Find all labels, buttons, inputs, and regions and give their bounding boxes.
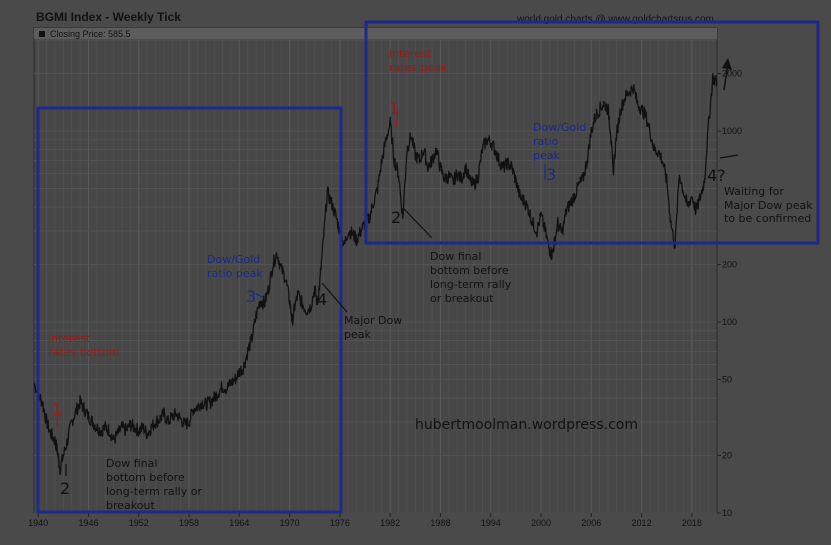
y-tick-label: 10 [722,508,732,518]
annotation-dow-gold-ratio-peak-left: Dow/Gold ratio peak [207,253,264,280]
annotation-interest-rates-peak: interest rates peak [389,47,448,74]
y-tick-label: 20 [722,451,732,461]
annotation-number-3-right: 3 [546,165,556,184]
x-tick-label: 1970 [280,518,300,528]
annotation-dow-gold-ratio-peak-right: Dow/Gold ratio peak [533,121,590,162]
arrow-2-right [402,207,433,239]
x-axis: 1940 1946 1952 1958 1964 1970 1976 1982 1988 1994… [28,513,702,528]
x-tick-label: 1940 [28,518,48,528]
highlight-box-1980s-2020s [364,20,820,245]
annotation-number-1-right: 1 [389,99,399,118]
x-tick-label: 1952 [129,518,149,528]
annotation-major-dow-peak: Major Dow peak [344,314,406,341]
arrowhead-current-up [722,58,732,70]
y-tick-label: 1000 [722,126,742,136]
arrow-1-left [56,409,59,427]
annotation-dow-final-bottom-right: Dow final bottom before long-term rally … [430,250,515,305]
y-tick-label: 100 [722,317,737,327]
arrow-1-right [395,109,399,129]
highlight-box-1940s-1970s [36,106,343,514]
x-tick-label: 1976 [330,518,350,528]
legend-swatch [39,31,45,37]
annotation-number-4q: 4? [707,166,726,185]
x-tick-label: 2006 [581,518,601,528]
arrow-4q [719,154,739,159]
annotation-waiting-for-dow-peak: Waiting for Major Dow peak to be confirm… [724,185,816,225]
y-tick-label: 200 [722,260,737,270]
legend-strip [34,28,717,39]
x-tick-label: 2012 [632,518,652,528]
annotation-number-2-right: 2 [391,208,401,227]
chart-source: world gold charts @ www.goldchartsrus.co… [516,14,714,25]
annotation-number-2-left: 2 [60,479,70,498]
x-tick-label: 1994 [481,518,501,528]
x-tick-label: 1988 [430,518,450,528]
arrow-major-dow-peak [321,282,348,313]
chart-title: BGMI Index - Weekly Tick [36,10,181,24]
y-axis: 10 20 50 100 200 1000 2000 [717,69,742,518]
y-tick-label: 50 [722,375,732,385]
annotation-interest-rates-bottom: interest rates bottom [48,332,119,359]
annotation-number-4: 4 [317,290,327,309]
annotation-number-3-left: 3 [246,287,256,306]
x-tick-label: 2018 [682,518,702,528]
x-tick-label: 2000 [531,518,551,528]
legend-label: Closing Price: 585.5 [50,29,131,39]
x-tick-label: 1946 [78,518,98,528]
arrow-3-left [255,293,265,299]
x-tick-label: 1982 [380,518,400,528]
annotation-dow-final-bottom-left: Dow final bottom before long-term rally … [106,457,205,512]
plot-area [33,27,718,514]
annotation-number-1-left: 1 [52,400,62,419]
x-tick-label: 1958 [179,518,199,528]
series-line [33,73,718,476]
watermark: hubertmoolman.wordpress.com [415,417,638,433]
y-tick-label: 2000 [722,69,742,79]
x-tick-label: 1964 [229,518,249,528]
